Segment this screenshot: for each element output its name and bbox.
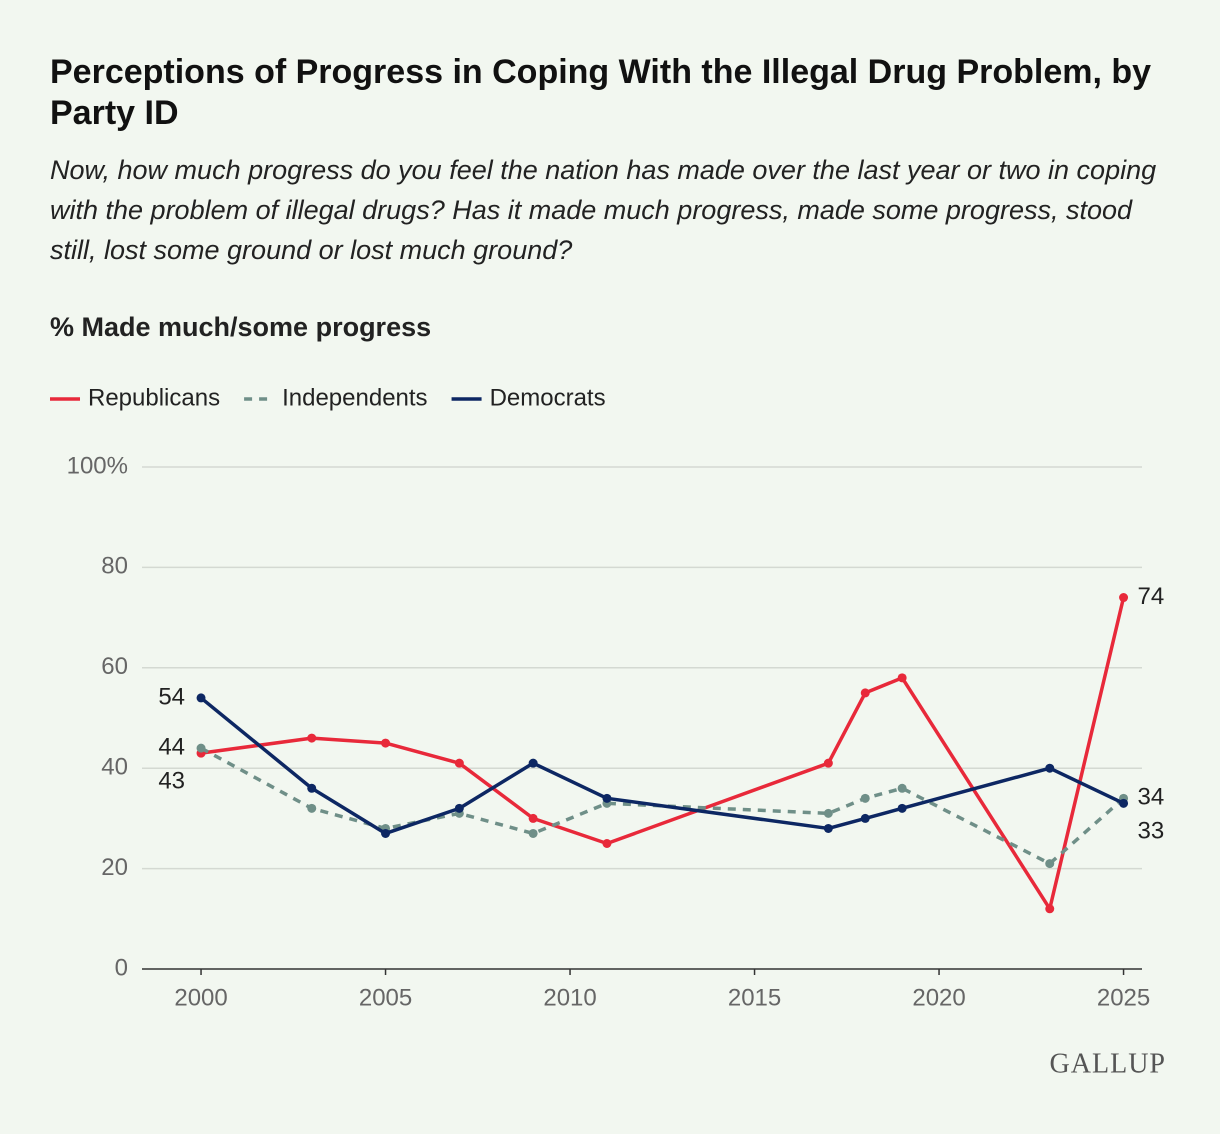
data-point — [1119, 798, 1129, 808]
data-point — [897, 673, 907, 683]
data-point — [1045, 763, 1055, 773]
data-point — [860, 813, 870, 823]
legend-label: Independents — [282, 384, 427, 411]
x-tick-label: 2025 — [1097, 984, 1150, 1011]
x-tick-label: 2005 — [359, 984, 412, 1011]
y-axis-label: % Made much/some progress — [50, 312, 432, 342]
data-label: 54 — [158, 683, 185, 710]
data-point — [381, 738, 391, 748]
data-label: 43 — [158, 767, 185, 794]
y-tick-label: 40 — [101, 754, 128, 781]
data-label: 33 — [1138, 818, 1165, 845]
data-point — [381, 828, 391, 838]
data-point — [1119, 593, 1129, 603]
y-tick-label: 20 — [101, 854, 128, 881]
data-point — [602, 839, 612, 848]
data-point — [860, 688, 870, 698]
data-label: 74 — [1138, 583, 1165, 610]
data-point — [823, 823, 833, 833]
source: GALLUP — [1050, 1048, 1166, 1079]
data-point — [307, 803, 317, 813]
data-point — [528, 828, 538, 838]
x-tick-label: 2010 — [543, 984, 596, 1011]
data-point — [454, 758, 464, 768]
chart-subtitle: Now, how much progress do you feel the n… — [50, 155, 1157, 265]
legend-label: Democrats — [490, 384, 606, 411]
data-point — [454, 803, 464, 813]
x-tick-label: 2000 — [174, 984, 227, 1011]
y-tick-label: 80 — [101, 553, 128, 580]
data-label: 34 — [1138, 784, 1165, 811]
data-point — [1045, 859, 1055, 869]
data-point — [196, 743, 206, 753]
data-point — [528, 758, 538, 768]
chart-title: Perceptions of Progress in Coping With t… — [50, 53, 1152, 132]
y-tick-label: 0 — [115, 954, 128, 981]
data-point — [528, 813, 538, 823]
data-point — [196, 693, 206, 703]
series-line — [200, 597, 1126, 911]
data-point — [897, 803, 907, 813]
legend: Republicans Independents Democrats — [50, 384, 606, 411]
data-point — [307, 783, 317, 793]
series-line — [199, 696, 1125, 836]
data-point — [823, 758, 833, 768]
data-point — [897, 783, 907, 793]
legend-label: Republicans — [88, 384, 220, 411]
data-point — [860, 793, 870, 803]
data-point — [602, 793, 612, 803]
data-point — [1045, 904, 1055, 914]
data-point — [307, 733, 317, 743]
x-tick-label: 2020 — [912, 984, 965, 1011]
x-tick-label: 2015 — [728, 984, 781, 1011]
y-tick-label: 60 — [101, 653, 128, 680]
data-label: 44 — [158, 733, 185, 760]
y-tick-label: 100% — [67, 452, 128, 479]
data-point — [823, 808, 833, 818]
